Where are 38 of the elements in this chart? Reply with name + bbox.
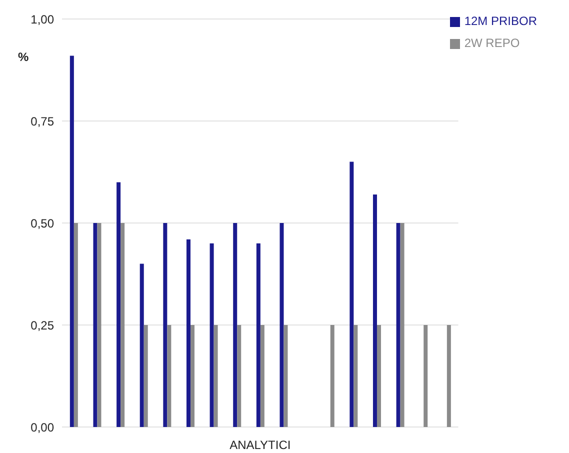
bar xyxy=(376,325,381,427)
bar xyxy=(233,223,238,427)
bar xyxy=(400,223,404,427)
bar xyxy=(163,223,168,427)
bar xyxy=(214,325,218,427)
y-tick-label: 0,00 xyxy=(30,420,54,434)
y-axis-title: % xyxy=(18,50,29,64)
y-tick-label: 0,25 xyxy=(30,318,54,332)
bar xyxy=(284,325,288,427)
x-axis-title: ANALYTICI xyxy=(230,438,291,452)
bar xyxy=(256,243,260,427)
bar xyxy=(330,325,334,427)
bar xyxy=(186,239,190,427)
bar xyxy=(167,325,172,427)
bar xyxy=(396,223,400,427)
bar xyxy=(260,325,264,427)
y-tick-label: 0,75 xyxy=(30,114,54,128)
bar xyxy=(350,162,354,427)
bar xyxy=(116,182,121,427)
bar xyxy=(354,325,358,427)
bar xyxy=(210,243,214,427)
legend-label: 12M PRIBOR xyxy=(464,14,537,28)
bar xyxy=(280,223,284,427)
bar xyxy=(372,194,377,427)
legend-label: 2W REPO xyxy=(464,36,520,50)
bar xyxy=(190,325,194,427)
bar xyxy=(93,223,98,427)
bar xyxy=(97,223,102,427)
bar xyxy=(70,56,74,427)
bar xyxy=(74,223,78,427)
y-tick-label: 0,50 xyxy=(30,216,54,230)
bar xyxy=(140,264,144,427)
bar xyxy=(144,325,148,427)
y-tick-label: 1,00 xyxy=(30,12,54,26)
bar xyxy=(424,325,428,427)
bar xyxy=(120,223,125,427)
bar xyxy=(446,325,451,427)
bar xyxy=(237,325,242,427)
